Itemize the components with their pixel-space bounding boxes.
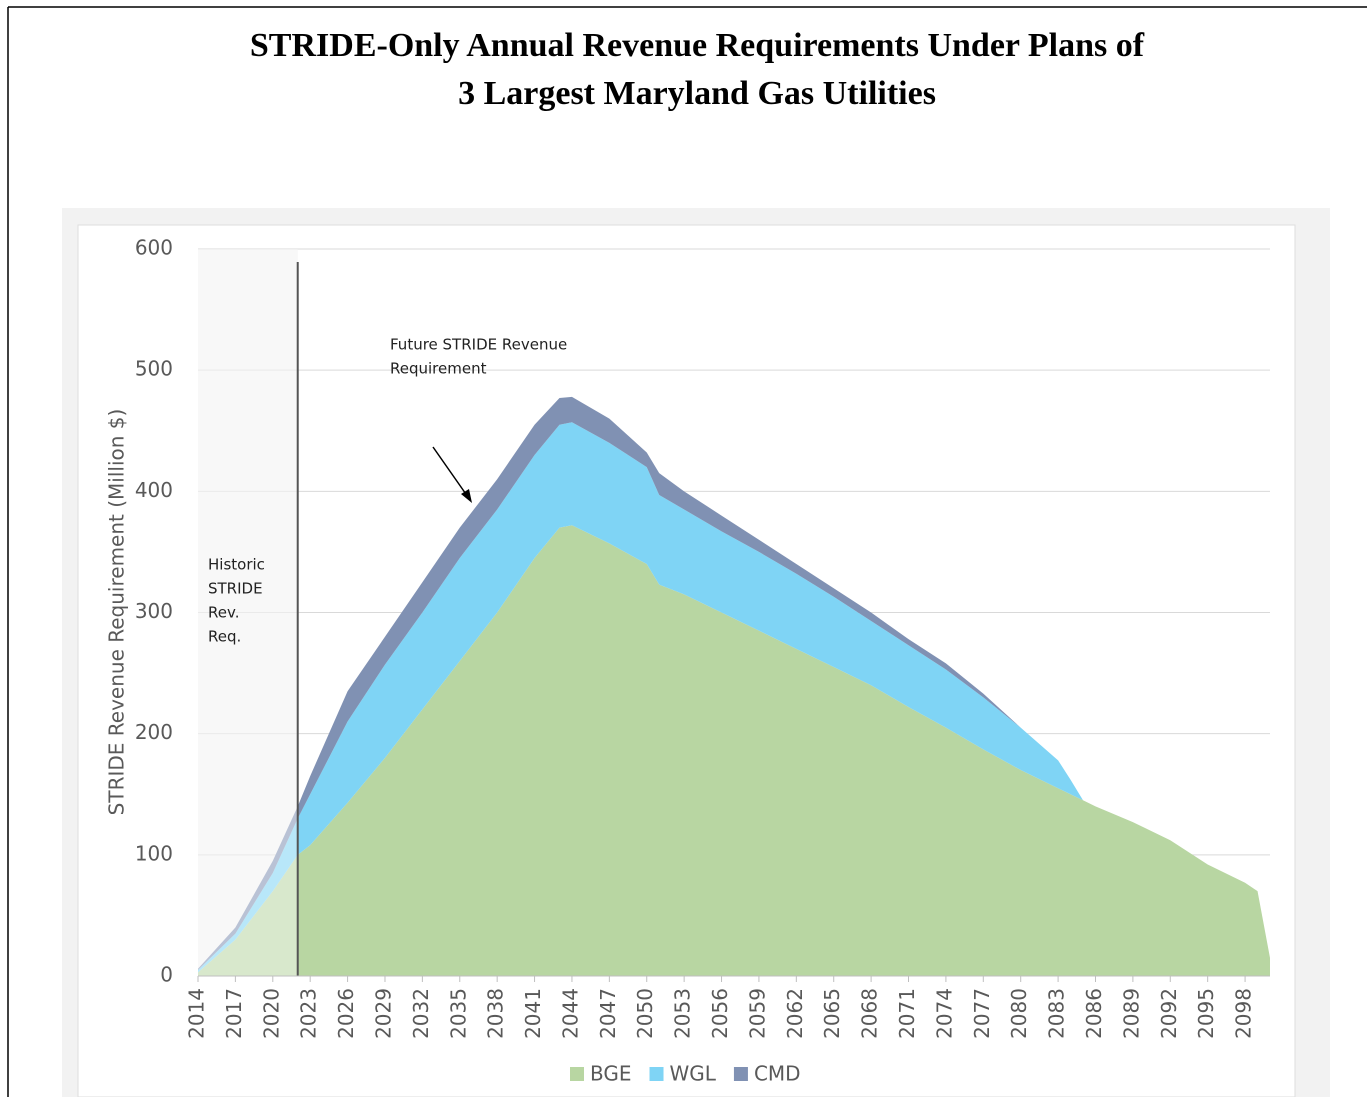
x-tick-label: 2041 (521, 988, 545, 1039)
y-tick-label: 400 (135, 478, 173, 502)
x-tick-label: 2086 (1082, 988, 1106, 1039)
x-tick-label: 2029 (371, 988, 395, 1039)
x-tick-label: 2080 (1007, 988, 1031, 1039)
x-tick-label: 2053 (671, 988, 695, 1039)
y-tick-label: 500 (135, 357, 173, 381)
x-tick-label: 2083 (1045, 988, 1069, 1039)
chart-title: 3 Largest Maryland Gas Utilities (458, 75, 936, 112)
x-tick-label: 2014 (185, 988, 209, 1039)
y-tick-label: 300 (135, 599, 173, 623)
x-tick-label: 2092 (1157, 988, 1181, 1039)
y-tick-label: 0 (160, 963, 173, 987)
x-tick-label: 2089 (1119, 988, 1143, 1039)
x-tick-label: 2020 (259, 988, 283, 1039)
y-axis-label: STRIDE Revenue Requirement (Million $) (105, 409, 129, 816)
x-tick-label: 2071 (895, 988, 919, 1039)
chart-title: STRIDE-Only Annual Revenue Requirements … (250, 27, 1145, 64)
legend-label: BGE (590, 1062, 632, 1086)
x-tick-label: 2095 (1194, 988, 1218, 1039)
y-tick-label: 200 (135, 720, 173, 744)
x-tick-label: 2044 (558, 988, 582, 1039)
annotation: Historic (208, 556, 265, 574)
historic-fade (198, 249, 298, 976)
y-tick-label: 600 (135, 236, 173, 260)
x-tick-label: 2059 (745, 988, 769, 1039)
x-tick-label: 2074 (932, 988, 956, 1039)
x-tick-label: 2038 (484, 988, 508, 1039)
legend-label: CMD (754, 1062, 801, 1086)
x-tick-label: 2062 (783, 988, 807, 1039)
x-tick-label: 2056 (708, 988, 732, 1039)
annotation-arrowhead (461, 489, 472, 503)
x-tick-label: 2023 (297, 988, 321, 1039)
annotation: Rev. (208, 604, 239, 622)
y-tick-label: 100 (135, 841, 173, 865)
x-tick-label: 2035 (446, 988, 470, 1039)
area (198, 396, 1270, 970)
annotation: Future STRIDE Revenue (390, 336, 567, 354)
x-tick-label: 2047 (596, 988, 620, 1039)
x-tick-label: 2068 (858, 988, 882, 1039)
legend-label: WGL (670, 1062, 717, 1086)
x-tick-label: 2017 (222, 988, 246, 1039)
x-tick-label: 2026 (334, 988, 358, 1039)
annotation: Req. (208, 628, 241, 646)
area (198, 525, 1270, 976)
x-tick-label: 2065 (820, 988, 844, 1039)
legend-swatch (570, 1067, 584, 1081)
legend-swatch (733, 1067, 748, 1081)
x-tick-label: 2032 (409, 988, 433, 1039)
area (198, 422, 1270, 973)
x-tick-label: 2098 (1232, 988, 1256, 1039)
x-tick-label: 2077 (970, 988, 994, 1039)
annotation-arrow (432, 446, 469, 498)
x-tick-label: 2050 (633, 988, 657, 1039)
annotation: Requirement (390, 360, 487, 378)
annotation: STRIDE (208, 580, 263, 598)
legend-swatch (649, 1067, 664, 1081)
